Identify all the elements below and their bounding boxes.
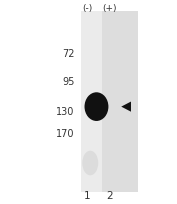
Text: 95: 95 xyxy=(62,77,74,86)
Text: 1: 1 xyxy=(84,191,91,200)
Text: 72: 72 xyxy=(62,49,74,59)
Text: (+): (+) xyxy=(102,4,117,13)
Text: (-): (-) xyxy=(82,4,93,13)
Text: 170: 170 xyxy=(56,129,74,139)
Bar xyxy=(102,12,138,192)
Polygon shape xyxy=(121,102,131,112)
Ellipse shape xyxy=(82,151,98,175)
Text: 2: 2 xyxy=(106,191,113,200)
Bar xyxy=(81,12,102,192)
Ellipse shape xyxy=(85,93,108,121)
Text: 130: 130 xyxy=(56,106,74,116)
Bar xyxy=(81,12,138,192)
